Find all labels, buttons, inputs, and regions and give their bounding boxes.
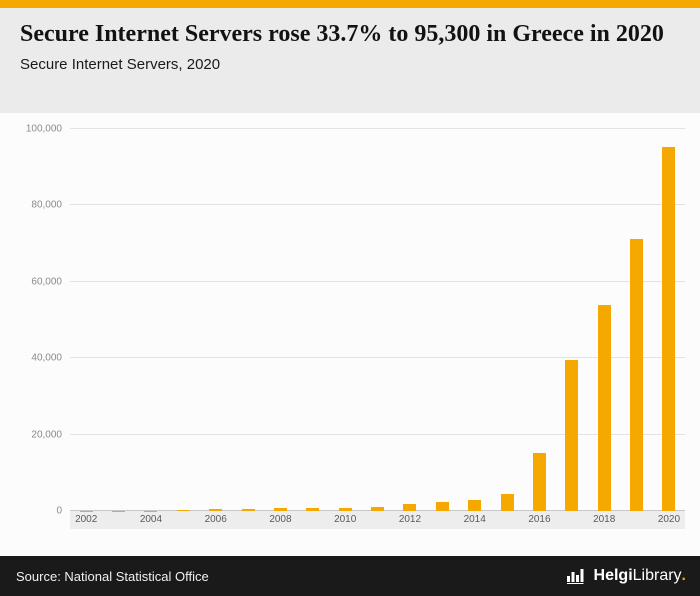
logo-text-dot: . <box>681 567 686 584</box>
x-tick-label-2005 <box>167 511 199 529</box>
bar-slot-2004 <box>135 129 167 511</box>
bar-slot-2015 <box>491 129 523 511</box>
bar-2020 <box>662 146 676 511</box>
source-text: Source: National Statistical Office <box>16 568 209 584</box>
bar-slot-2011 <box>361 129 393 511</box>
x-tick-label-2017 <box>556 511 588 529</box>
x-tick-label-2012: 2012 <box>398 514 422 525</box>
bar-slot-2019 <box>620 129 652 511</box>
y-tick-label: 100,000 <box>25 123 62 135</box>
gridline-60,000 <box>70 280 685 282</box>
chart-subtitle: Secure Internet Servers, 2020 <box>20 56 221 74</box>
x-tick-label-2010: 2010 <box>334 514 357 525</box>
x-tick-label-2020: 2020 <box>657 514 681 525</box>
bar-2008 <box>273 508 287 511</box>
gridline-40,000 <box>70 357 685 359</box>
x-tick-label-2002: 2002 <box>75 514 98 525</box>
bar-2005 <box>176 510 190 511</box>
x-tick-label-2003 <box>102 511 134 529</box>
bar-2017 <box>565 359 579 511</box>
bar-2018 <box>597 304 611 511</box>
bar-2015 <box>500 493 514 511</box>
chart-header: Secure Internet Servers rose 33.7% to 95… <box>0 8 700 113</box>
x-tick-label-2008: 2008 <box>269 514 292 525</box>
helgi-library-logo[interactable]: HelgiLibrary. <box>566 567 686 585</box>
bar-slot-2016 <box>523 129 555 511</box>
logo-text: HelgiLibrary. <box>594 567 686 585</box>
bar-slot-2008 <box>264 129 296 511</box>
brand-accent-strip <box>0 0 700 8</box>
bar-2019 <box>630 238 644 511</box>
bar-2013 <box>435 501 449 511</box>
bars-container <box>70 129 685 511</box>
helgi-logo-icon <box>566 569 584 584</box>
logo-text-regular: Library <box>632 567 682 584</box>
bar-2007 <box>241 509 255 511</box>
bar-slot-2009 <box>297 129 329 511</box>
bar-slot-2010 <box>329 129 361 511</box>
bar-slot-2014 <box>459 129 491 511</box>
x-tick-label-2007 <box>232 511 264 529</box>
bar-2014 <box>468 499 482 511</box>
x-tick-label-2004: 2004 <box>139 514 163 525</box>
bar-2009 <box>306 507 320 511</box>
y-tick-label: 20,000 <box>31 429 62 441</box>
x-tick-label-2014: 2014 <box>463 514 486 525</box>
bar-2010 <box>338 507 352 511</box>
bar-slot-2003 <box>102 129 134 511</box>
y-tick-label: 80,000 <box>31 199 62 211</box>
x-tick-label-2009 <box>297 511 329 529</box>
bar-slot-2017 <box>556 129 588 511</box>
x-tick-label-2011 <box>361 511 393 529</box>
x-axis: 2002 2004 2006 2008 2010 2012 2014 2016 2018 2020 <box>70 511 685 529</box>
x-tick-label-2019 <box>620 511 652 529</box>
bar-slot-2013 <box>426 129 458 511</box>
bar-slot-2005 <box>167 129 199 511</box>
y-tick-label: 0 <box>56 505 62 517</box>
bar-2011 <box>371 507 385 511</box>
bar-slot-2006 <box>200 129 232 511</box>
bar-chart: 0 20,000 40,000 60,000 80,000 100,000 2002 200… <box>0 113 700 556</box>
x-tick-label-2006: 2006 <box>204 514 227 525</box>
gridline-20,000 <box>70 433 685 435</box>
gridline-100,000 <box>70 128 685 129</box>
x-tick-label-2015 <box>491 511 523 529</box>
footer: Source: National Statistical Office Helg… <box>0 556 700 596</box>
bar-slot-2020 <box>653 129 685 511</box>
bar-slot-2002 <box>70 129 102 511</box>
y-tick-label: 40,000 <box>31 352 62 364</box>
bar-2012 <box>403 503 417 511</box>
gridline-80,000 <box>70 204 685 206</box>
x-tick-label-2013 <box>426 511 458 529</box>
x-tick-label-2018: 2018 <box>593 514 616 525</box>
logo-text-bold: Helgi <box>593 567 633 584</box>
plot-area: 0 20,000 40,000 60,000 80,000 100,000 <box>26 124 685 517</box>
x-tick-label-2016: 2016 <box>528 514 551 525</box>
bar-slot-2018 <box>588 129 620 511</box>
page-title: Secure Internet Servers rose 33.7% to 95… <box>20 21 664 47</box>
bar-2006 <box>209 509 223 511</box>
bar-slot-2007 <box>232 129 264 511</box>
y-tick-label: 60,000 <box>31 276 62 288</box>
bar-slot-2012 <box>394 129 426 511</box>
bar-2016 <box>532 452 546 511</box>
